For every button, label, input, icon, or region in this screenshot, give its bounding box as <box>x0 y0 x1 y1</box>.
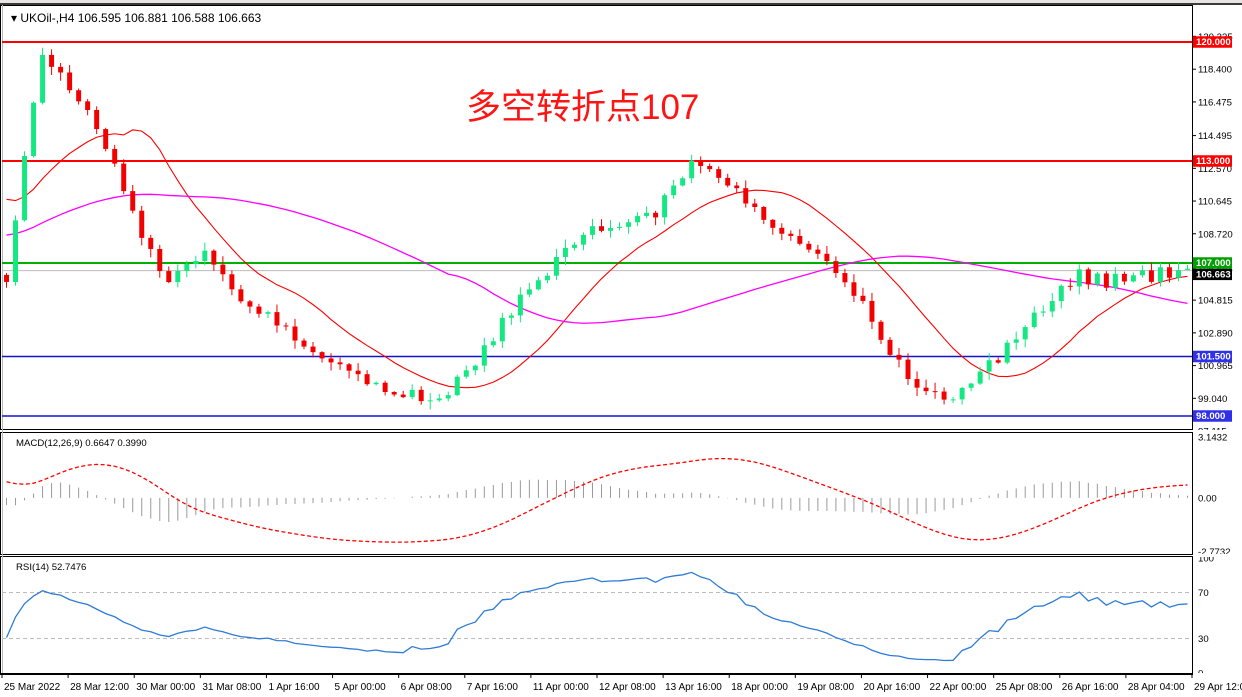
svg-text:1 Apr 16:00: 1 Apr 16:00 <box>268 682 320 693</box>
svg-text:18 Apr 00:00: 18 Apr 00:00 <box>731 682 788 693</box>
svg-text:6 Apr 08:00: 6 Apr 08:00 <box>401 682 453 693</box>
svg-text:29 Apr 12:00: 29 Apr 12:00 <box>1194 682 1242 693</box>
svg-text:5 Apr 00:00: 5 Apr 00:00 <box>335 682 387 693</box>
svg-text:28 Apr 04:00: 28 Apr 04:00 <box>1128 682 1185 693</box>
svg-text:31 Mar 08:00: 31 Mar 08:00 <box>202 682 261 693</box>
svg-text:30 Mar 00:00: 30 Mar 00:00 <box>136 682 195 693</box>
svg-text:20 Apr 16:00: 20 Apr 16:00 <box>863 682 920 693</box>
svg-text:26 Apr 16:00: 26 Apr 16:00 <box>1062 682 1119 693</box>
svg-text:19 Apr 08:00: 19 Apr 08:00 <box>797 682 854 693</box>
svg-text:7 Apr 16:00: 7 Apr 16:00 <box>467 682 519 693</box>
svg-text:25 Apr 08:00: 25 Apr 08:00 <box>996 682 1053 693</box>
svg-text:22 Apr 00:00: 22 Apr 00:00 <box>930 682 987 693</box>
svg-text:12 Apr 08:00: 12 Apr 08:00 <box>599 682 656 693</box>
svg-text:13 Apr 16:00: 13 Apr 16:00 <box>665 682 722 693</box>
svg-text:25 Mar 2022: 25 Mar 2022 <box>4 682 61 693</box>
svg-text:28 Mar 12:00: 28 Mar 12:00 <box>70 682 129 693</box>
svg-text:11 Apr 00:00: 11 Apr 00:00 <box>533 682 589 693</box>
